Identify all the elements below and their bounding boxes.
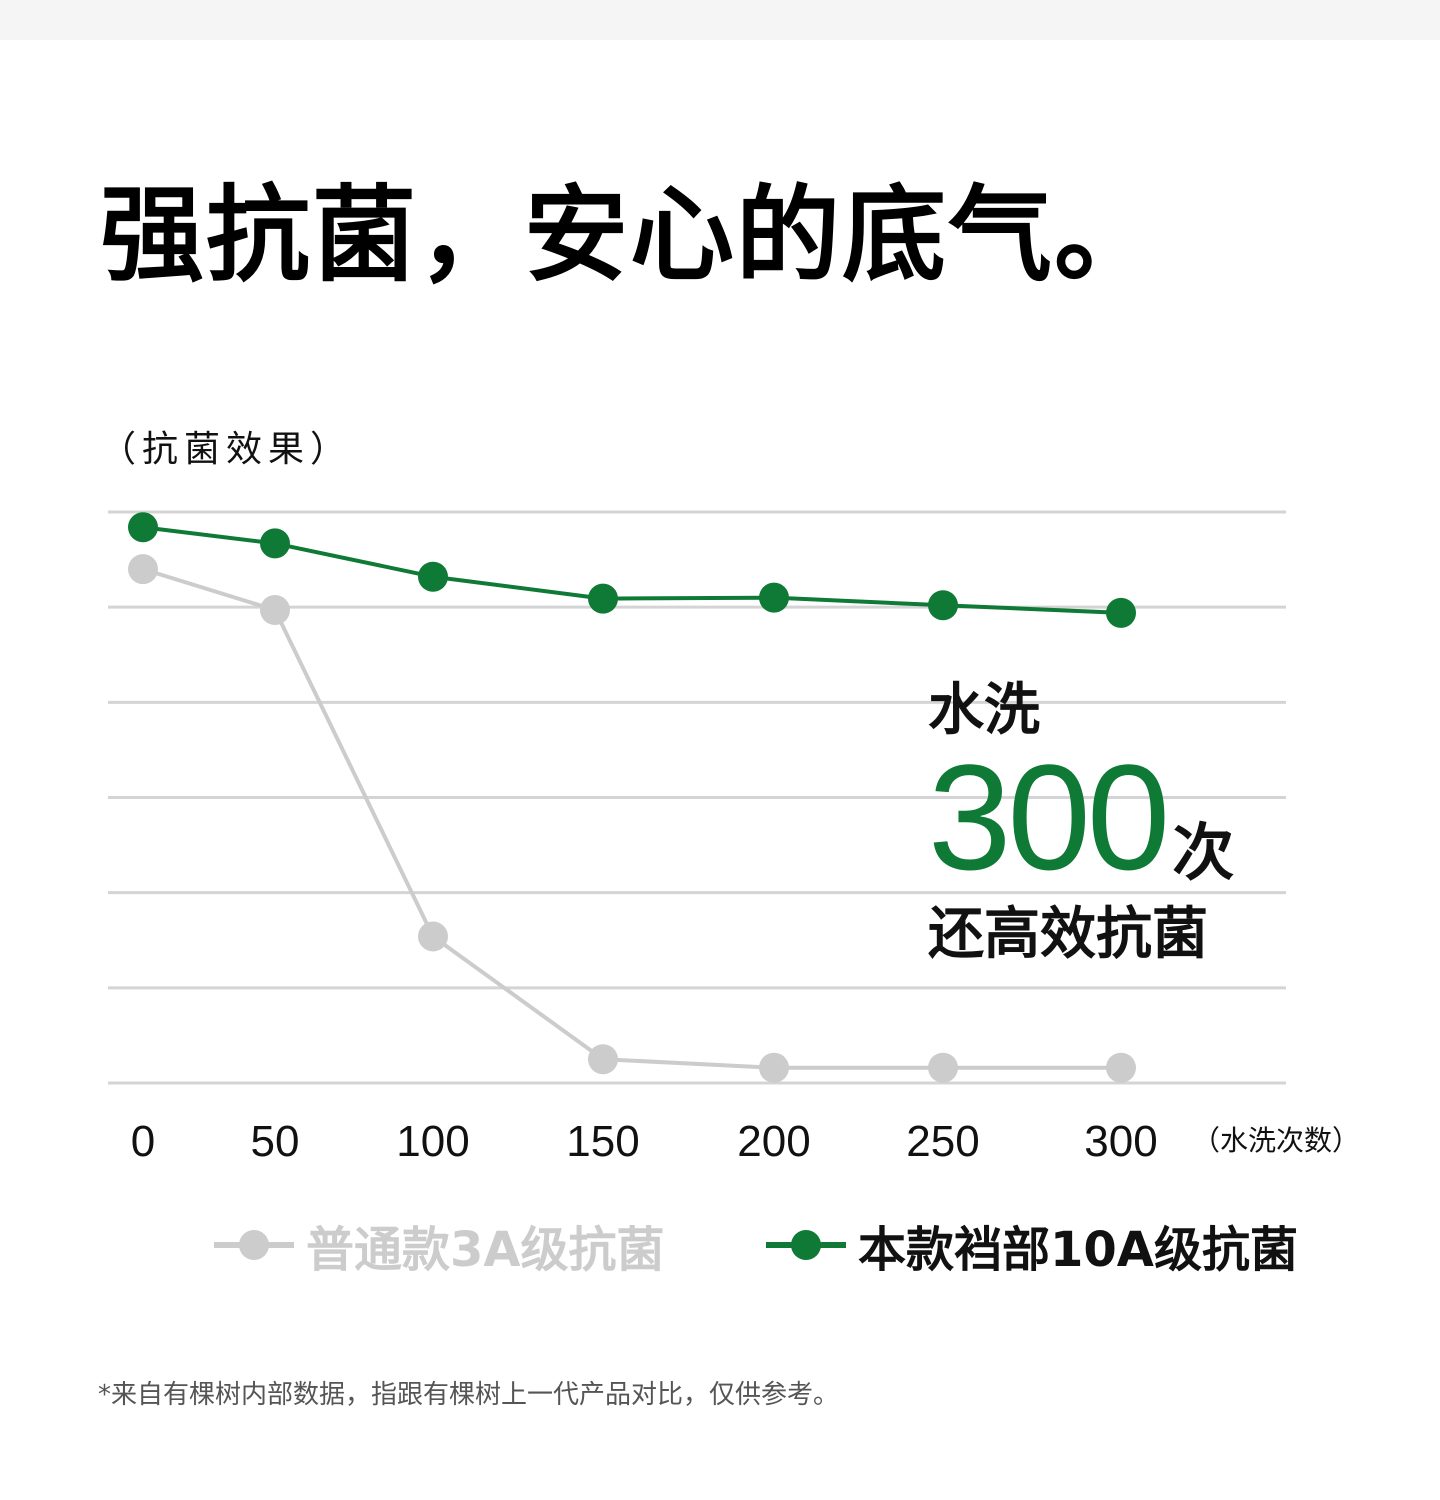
callout: 水洗 300 次 还高效抗菌 (928, 676, 1348, 970)
gridlines (108, 510, 1286, 1085)
callout-unit: 次 (1172, 816, 1235, 889)
x-tick-label: 250 (906, 1117, 979, 1166)
callout-number: 300 (928, 733, 1170, 901)
data-point-0-2 (418, 921, 448, 952)
legend-label-premium: 本款裆部10A级抗菌 (858, 1222, 1298, 1278)
x-tick-label: 150 (566, 1117, 639, 1166)
page-title: 强抗菌，安心的底气。 (100, 174, 1161, 296)
top-band (0, 0, 1440, 40)
data-point-1-5 (928, 590, 958, 621)
y-axis-label: （抗菌效果） (100, 429, 353, 470)
x-axis-ticks: 0 50 100 150 200 250 300 （水洗次数） (131, 1117, 1360, 1166)
x-tick-label: 50 (251, 1117, 300, 1166)
x-tick-label: 200 (737, 1117, 810, 1166)
x-tick-label: 0 (131, 1117, 155, 1166)
legend-item-standard: 普通款3A级抗菌 (214, 1210, 665, 1280)
footnote: *来自有棵树内部数据，指跟有棵树上一代产品对比，仅供参考。 (98, 1380, 840, 1410)
data-point-0-1 (260, 595, 290, 626)
data-point-0-5 (928, 1052, 958, 1083)
x-axis-label: （水洗次数） (1192, 1124, 1360, 1157)
data-point-0-3 (588, 1044, 618, 1075)
callout-line1: 水洗 (928, 678, 1040, 743)
data-point-1-1 (260, 528, 290, 559)
callout-number-row: 300 次 (928, 742, 1348, 892)
series-line-1 (142, 525, 1122, 615)
legend-item-premium: 本款裆部10A级抗菌 (766, 1210, 1298, 1280)
data-point-0-6 (1106, 1052, 1136, 1083)
legend-label-standard: 普通款3A级抗菌 (306, 1222, 665, 1278)
series-lines (128, 512, 1136, 1083)
data-point-1-0 (128, 512, 158, 543)
x-tick-label: 300 (1084, 1117, 1157, 1166)
legend-swatch-standard (214, 1225, 294, 1265)
data-point-1-2 (418, 561, 448, 592)
data-point-1-4 (759, 582, 789, 613)
legend-swatch-premium (766, 1225, 846, 1265)
data-point-1-6 (1106, 597, 1136, 628)
x-tick-label: 100 (396, 1117, 469, 1166)
callout-line3: 还高效抗菌 (928, 902, 1208, 967)
data-point-0-0 (128, 554, 158, 585)
data-point-0-4 (759, 1052, 789, 1083)
data-point-1-3 (588, 583, 618, 614)
